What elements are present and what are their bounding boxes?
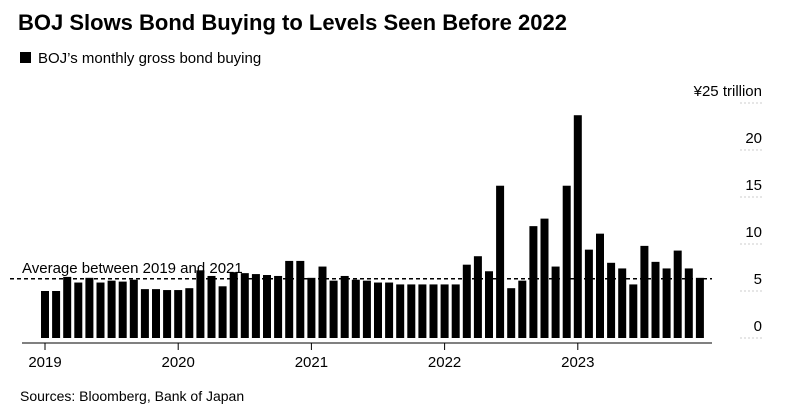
x-tick-label: 2023: [561, 354, 594, 371]
bar: [196, 270, 205, 338]
bar: [240, 273, 249, 338]
y-tick-label: 15: [745, 177, 762, 194]
y-tick-label: 10: [745, 224, 762, 241]
x-tick-label: 2022: [428, 354, 461, 371]
legend-label: BOJ’s monthly gross bond buying: [38, 50, 261, 67]
legend-swatch: [20, 52, 31, 63]
x-tick-label: 2021: [295, 354, 328, 371]
y-tick-label: ¥25 trillion: [693, 83, 762, 100]
bar: [251, 274, 260, 338]
bar: [96, 282, 105, 338]
bar: [74, 282, 83, 338]
bar: [485, 271, 493, 338]
source: Sources: Bloomberg, Bank of Japan: [20, 388, 244, 404]
bar: [451, 284, 460, 338]
bar: [562, 185, 571, 338]
bar: [529, 226, 538, 338]
bar: [362, 280, 371, 338]
bar: [351, 279, 360, 338]
y-tick-label: 0: [754, 318, 762, 335]
bar: [340, 275, 349, 338]
bar: [140, 289, 149, 338]
bar: [163, 290, 172, 338]
bar: [263, 275, 271, 338]
bar: [607, 262, 616, 338]
bar: [551, 266, 560, 338]
bar: [274, 275, 283, 338]
bar: [618, 268, 627, 338]
bar: [118, 281, 127, 338]
bar: [374, 282, 382, 338]
bar: [63, 276, 72, 338]
average-label: Average between 2019 and 2021: [22, 260, 243, 277]
bar: [507, 288, 516, 338]
y-tick-label: 5: [754, 271, 762, 288]
bar: [418, 284, 427, 338]
bar: [695, 277, 704, 338]
bar: [152, 289, 160, 338]
bar: [174, 290, 183, 338]
bar: [640, 245, 649, 338]
bar: [185, 288, 194, 338]
bar: [207, 275, 216, 338]
bar: [85, 277, 94, 338]
bar: [329, 280, 338, 338]
bar: [41, 291, 49, 338]
bar: [684, 268, 693, 338]
bar: [407, 284, 416, 338]
bar: [218, 286, 227, 338]
x-tick-label: 2019: [28, 354, 61, 371]
bar: [285, 260, 294, 338]
bar: [651, 261, 660, 338]
bar: [629, 284, 638, 338]
bar: [229, 272, 238, 338]
chart-title: BOJ Slows Bond Buying to Levels Seen Bef…: [18, 10, 567, 35]
bar: [107, 280, 116, 338]
x-tick-label: 2020: [162, 354, 195, 371]
bar: [673, 250, 682, 338]
bar: [496, 185, 505, 338]
bar: [296, 260, 305, 338]
bar: [473, 256, 482, 338]
bar: [518, 280, 527, 338]
bar: [462, 264, 471, 338]
bar: [662, 268, 671, 338]
bar: [307, 277, 316, 338]
bar: [52, 291, 61, 338]
bar: [429, 284, 438, 338]
bar: [573, 115, 582, 338]
bar: [584, 249, 593, 338]
y-tick-label: 20: [745, 130, 762, 147]
bar: [385, 282, 394, 338]
bar: [440, 284, 449, 338]
bar: [596, 233, 604, 338]
bar: [129, 279, 138, 338]
bar: [318, 266, 327, 338]
bar: [396, 284, 405, 338]
